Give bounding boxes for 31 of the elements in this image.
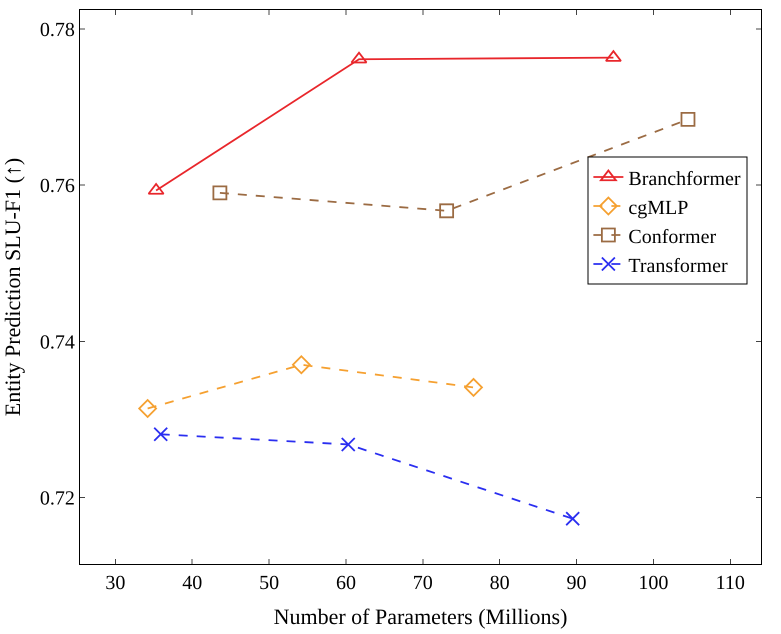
point bbox=[565, 511, 580, 526]
point bbox=[292, 355, 311, 374]
y-axis-title: Entity Prediction SLU-F1 (↑) bbox=[0, 158, 25, 416]
x-tick-label: 50 bbox=[259, 572, 280, 594]
x-tick-label: 60 bbox=[336, 572, 356, 594]
x-tick-label: 80 bbox=[490, 572, 510, 594]
x-tick-label: 100 bbox=[638, 572, 668, 594]
y-tick-label: 0.78 bbox=[40, 18, 75, 41]
point bbox=[464, 378, 483, 397]
point bbox=[153, 426, 168, 442]
legend-label: cgMLP bbox=[628, 196, 688, 219]
x-axis-title: Number of Parameters (Millions) bbox=[274, 604, 568, 629]
point bbox=[212, 185, 228, 200]
y-tick-label: 0.74 bbox=[40, 331, 75, 354]
point bbox=[605, 50, 622, 62]
legend-label: Branchformer bbox=[628, 168, 741, 190]
point bbox=[350, 52, 368, 64]
x-tick-label: 30 bbox=[105, 572, 126, 594]
legend-label: Transformer bbox=[628, 254, 728, 277]
point bbox=[138, 399, 157, 418]
y-tick-label: 0.72 bbox=[40, 488, 75, 510]
x-tick-label: 70 bbox=[412, 572, 433, 594]
point bbox=[340, 437, 356, 452]
x-tick-label: 90 bbox=[566, 572, 587, 594]
point bbox=[439, 203, 454, 218]
point bbox=[148, 183, 164, 195]
point bbox=[680, 112, 696, 127]
legend-label: Conformer bbox=[628, 226, 716, 248]
x-tick-label: 110 bbox=[716, 572, 745, 594]
y-tick-label: 0.76 bbox=[40, 175, 75, 198]
x-tick-label: 40 bbox=[182, 572, 202, 594]
